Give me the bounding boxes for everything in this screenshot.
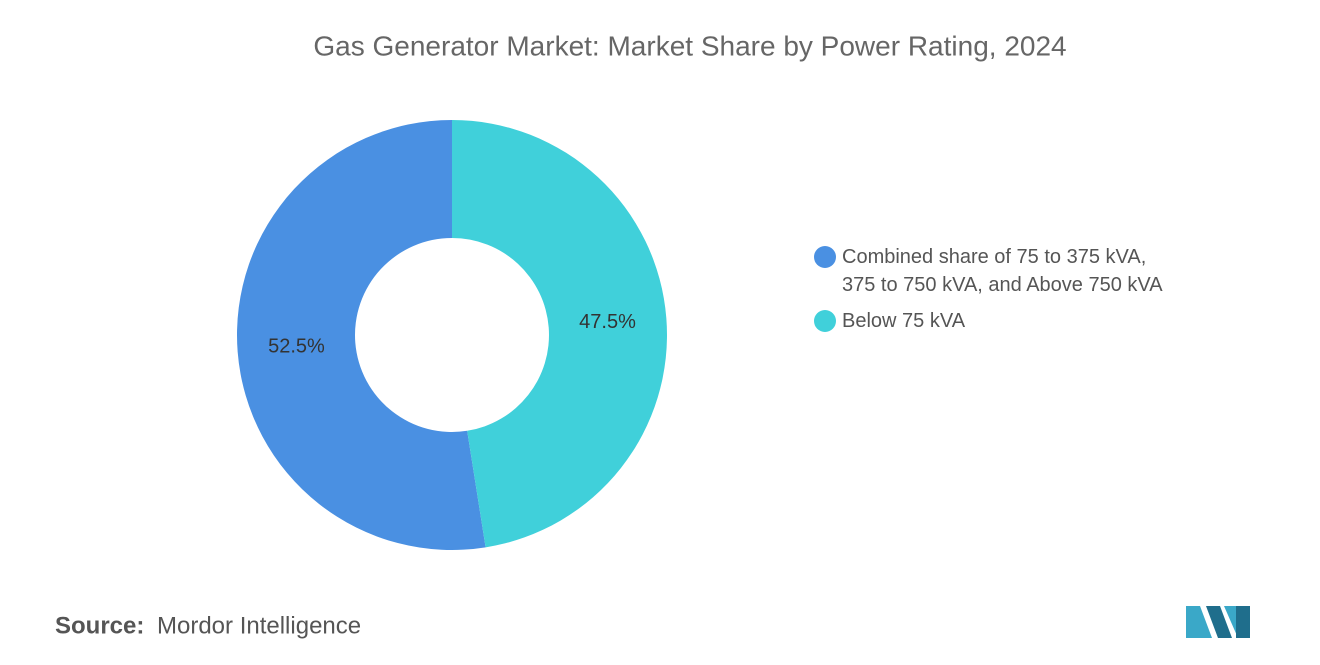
slices: 52.5% 47.5% <box>236 119 667 551</box>
legend-item: Combined share of 75 to 375 kVA, 375 to … <box>814 243 1174 299</box>
data-label: 52.5% <box>268 336 325 358</box>
legend-label: Below 75 kVA <box>842 310 966 332</box>
source-label: Source: <box>55 612 144 639</box>
logo <box>1186 606 1250 638</box>
data-label: 47.5% <box>579 311 636 333</box>
legend-item: Below 75 kVA <box>814 307 1174 335</box>
legend: Combined share of 75 to 375 kVA, 375 to … <box>814 243 1174 343</box>
legend-swatch <box>814 246 836 268</box>
slice <box>236 119 486 551</box>
chart-title: Gas Generator Market: Market Share by Po… <box>313 30 1066 61</box>
legend-swatch <box>814 310 836 332</box>
source: Mordor Intelligence <box>157 612 361 639</box>
legend-label: Combined share of 75 to 375 kVA, 375 to … <box>842 246 1163 296</box>
slice <box>452 120 667 548</box>
